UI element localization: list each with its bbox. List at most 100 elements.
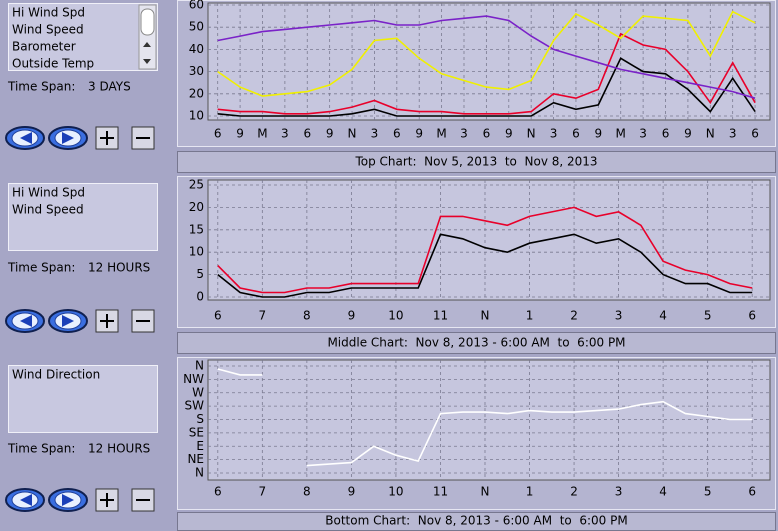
time-span-value: 12 HOURS bbox=[88, 261, 150, 275]
x-tick-label: 6 bbox=[303, 127, 311, 141]
x-tick-label: 5 bbox=[704, 309, 712, 323]
series-line bbox=[217, 10, 756, 97]
x-tick-label: 6 bbox=[483, 127, 491, 141]
series-line bbox=[217, 15, 756, 99]
x-tick-label: 10 bbox=[388, 309, 403, 323]
chart-title: Middle Chart: Nov 8, 2013 - 6:00 AM to 6… bbox=[327, 336, 625, 350]
listbox-item[interactable]: Wind Speed bbox=[12, 203, 84, 217]
series-listbox[interactable] bbox=[8, 183, 158, 251]
time-span-label: Time Span: bbox=[7, 442, 75, 456]
nav-arrow bbox=[62, 315, 74, 327]
x-tick-label: 3 bbox=[281, 127, 289, 141]
listbox-item[interactable]: Hi Wind Spd bbox=[12, 186, 85, 200]
x-tick-label: 3 bbox=[615, 485, 623, 499]
x-tick-label: N bbox=[348, 127, 357, 141]
x-tick-label: 6 bbox=[748, 309, 756, 323]
y-tick-label: E bbox=[196, 439, 204, 453]
x-tick-label: N bbox=[480, 485, 489, 499]
x-tick-label: 6 bbox=[748, 485, 756, 499]
y-tick-label: 60 bbox=[189, 0, 204, 12]
x-tick-label: N bbox=[480, 309, 489, 323]
y-tick-label: 0 bbox=[196, 290, 204, 304]
x-tick-label: 11 bbox=[433, 309, 448, 323]
x-tick-label: 6 bbox=[751, 127, 759, 141]
x-tick-label: 3 bbox=[460, 127, 468, 141]
y-tick-label: 15 bbox=[189, 222, 204, 236]
series-line bbox=[217, 206, 753, 294]
y-tick-label: 20 bbox=[189, 200, 204, 214]
y-tick-label: 10 bbox=[189, 109, 204, 123]
x-tick-label: 3 bbox=[550, 127, 558, 141]
nav-arrow bbox=[20, 494, 32, 506]
chart-title: Top Chart: Nov 5, 2013 to Nov 8, 2013 bbox=[354, 155, 597, 169]
nav-arrow bbox=[62, 132, 74, 144]
x-tick-label: 8 bbox=[303, 309, 311, 323]
x-tick-label: M bbox=[257, 127, 267, 141]
listbox-item[interactable]: Barometer bbox=[12, 40, 76, 54]
time-span-label: Time Span: bbox=[7, 80, 75, 94]
x-tick-label: N bbox=[706, 127, 715, 141]
y-tick-label: NW bbox=[183, 372, 204, 386]
x-tick-label: 6 bbox=[662, 127, 670, 141]
plot-area bbox=[207, 2, 771, 121]
listbox-item[interactable]: Hi Wind Spd bbox=[12, 6, 85, 20]
time-span-label: Time Span: bbox=[7, 261, 75, 275]
x-tick-label: 3 bbox=[371, 127, 379, 141]
x-tick-label: 9 bbox=[236, 127, 244, 141]
scroll-arrow[interactable] bbox=[143, 42, 151, 64]
x-tick-label: 7 bbox=[259, 485, 267, 499]
chart-title-bar bbox=[177, 332, 776, 354]
x-tick-label: 1 bbox=[526, 309, 534, 323]
x-tick-label: 1 bbox=[526, 485, 534, 499]
x-tick-label: 6 bbox=[393, 127, 401, 141]
plot-area bbox=[207, 179, 771, 301]
y-tick-label: SW bbox=[185, 399, 205, 413]
plus-icon bbox=[100, 493, 114, 507]
y-tick-label: N bbox=[195, 466, 204, 480]
x-tick-label: 2 bbox=[570, 485, 578, 499]
series-listbox[interactable] bbox=[8, 3, 158, 71]
x-tick-label: M bbox=[436, 127, 446, 141]
series-listbox[interactable] bbox=[8, 365, 158, 433]
x-tick-label: 9 bbox=[505, 127, 513, 141]
listbox-item[interactable]: Wind Direction bbox=[12, 368, 100, 382]
x-tick-label: 9 bbox=[348, 309, 356, 323]
x-tick-label: 9 bbox=[326, 127, 334, 141]
x-tick-label: 5 bbox=[704, 485, 712, 499]
x-tick-label: 6 bbox=[572, 127, 580, 141]
series-line bbox=[217, 32, 756, 115]
x-tick-label: 6 bbox=[214, 127, 222, 141]
x-tick-label: 8 bbox=[303, 485, 311, 499]
y-tick-label: 25 bbox=[189, 178, 204, 192]
y-tick-label: 50 bbox=[189, 20, 204, 34]
listbox-item[interactable]: Outside Temp bbox=[12, 57, 94, 71]
x-tick-label: N bbox=[527, 127, 536, 141]
x-tick-label: 10 bbox=[388, 485, 403, 499]
x-tick-label: 6 bbox=[214, 485, 222, 499]
series-line bbox=[217, 368, 753, 467]
y-tick-label: W bbox=[192, 385, 204, 399]
plot-area bbox=[207, 359, 771, 481]
x-tick-label: 3 bbox=[729, 127, 737, 141]
y-tick-label: NE bbox=[187, 452, 204, 466]
time-span-value: 12 HOURS bbox=[88, 442, 150, 456]
y-tick-label: 5 bbox=[196, 267, 204, 281]
x-tick-label: M bbox=[616, 127, 626, 141]
y-tick-label: 10 bbox=[189, 245, 204, 259]
series-line bbox=[217, 57, 756, 117]
nav-arrow bbox=[62, 494, 74, 506]
scroll-thumb[interactable] bbox=[140, 8, 155, 36]
nav-arrow bbox=[20, 315, 32, 327]
plus-icon bbox=[100, 314, 114, 328]
x-tick-label: 4 bbox=[659, 485, 667, 499]
y-tick-label: N bbox=[195, 359, 204, 373]
time-span-value: 3 DAYS bbox=[88, 80, 131, 94]
y-tick-label: S bbox=[196, 412, 204, 426]
x-tick-label: 4 bbox=[659, 309, 667, 323]
series-line bbox=[217, 233, 753, 298]
x-tick-label: 9 bbox=[595, 127, 603, 141]
y-tick-label: 20 bbox=[189, 86, 204, 100]
x-tick-label: 2 bbox=[570, 309, 578, 323]
listbox-item[interactable]: Wind Speed bbox=[12, 23, 84, 37]
